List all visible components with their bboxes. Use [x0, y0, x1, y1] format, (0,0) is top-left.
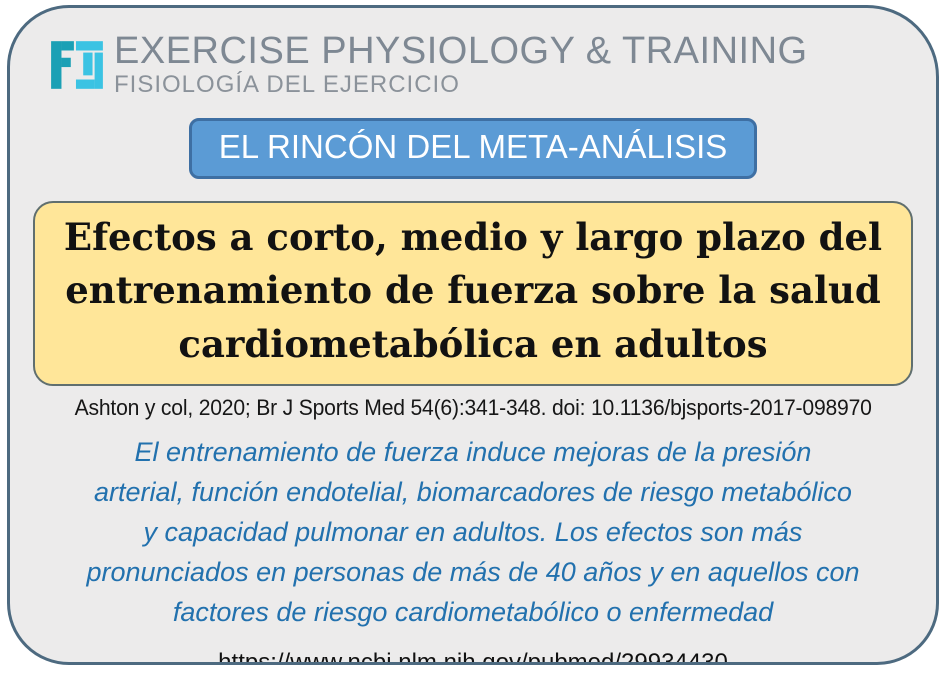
infographic-card: EXERCISE PHYSIOLOGY & TRAINING FISIOLOGÍ… — [7, 5, 939, 665]
ft-monogram-icon — [48, 36, 106, 94]
article-title-line: cardiometabólica en adultos — [178, 321, 768, 366]
pubmed-link[interactable]: https://www.ncbi.nlm.nih.gov/pubmed/2993… — [218, 648, 728, 665]
brand-text: EXERCISE PHYSIOLOGY & TRAINING FISIOLOGÍ… — [114, 32, 808, 98]
article-title-box: Efectos a corto, medio y largo plazo del… — [33, 200, 913, 386]
brand-header: EXERCISE PHYSIOLOGY & TRAINING FISIOLOGÍ… — [48, 32, 808, 98]
article-title-line: Efectos a corto, medio y largo plazo del — [63, 214, 883, 259]
summary-line: arterial, función endotelial, biomarcado… — [94, 476, 852, 507]
article-summary: El entrenamiento de fuerza induce mejora… — [86, 432, 859, 632]
article-citation: Ashton y col, 2020; Br J Sports Med 54(6… — [74, 394, 872, 420]
brand-title: EXERCISE PHYSIOLOGY & TRAINING — [114, 30, 808, 72]
summary-line: pronunciados en personas de más de 40 añ… — [86, 556, 860, 587]
brand-subtitle: FISIOLOGÍA DEL EJERCICIO — [114, 71, 460, 98]
section-badge-label: EL RINCÓN DEL META-ANÁLISIS — [218, 128, 728, 166]
summary-line: factores de riesgo cardiometabólico o en… — [172, 596, 774, 627]
summary-line: El entrenamiento de fuerza induce mejora… — [134, 436, 812, 467]
article-title-line: entrenamiento de fuerza sobre la salud — [65, 268, 881, 313]
section-badge: EL RINCÓN DEL META-ANÁLISIS — [188, 118, 758, 179]
summary-line: y capacidad pulmonar en adultos. Los efe… — [143, 516, 803, 547]
